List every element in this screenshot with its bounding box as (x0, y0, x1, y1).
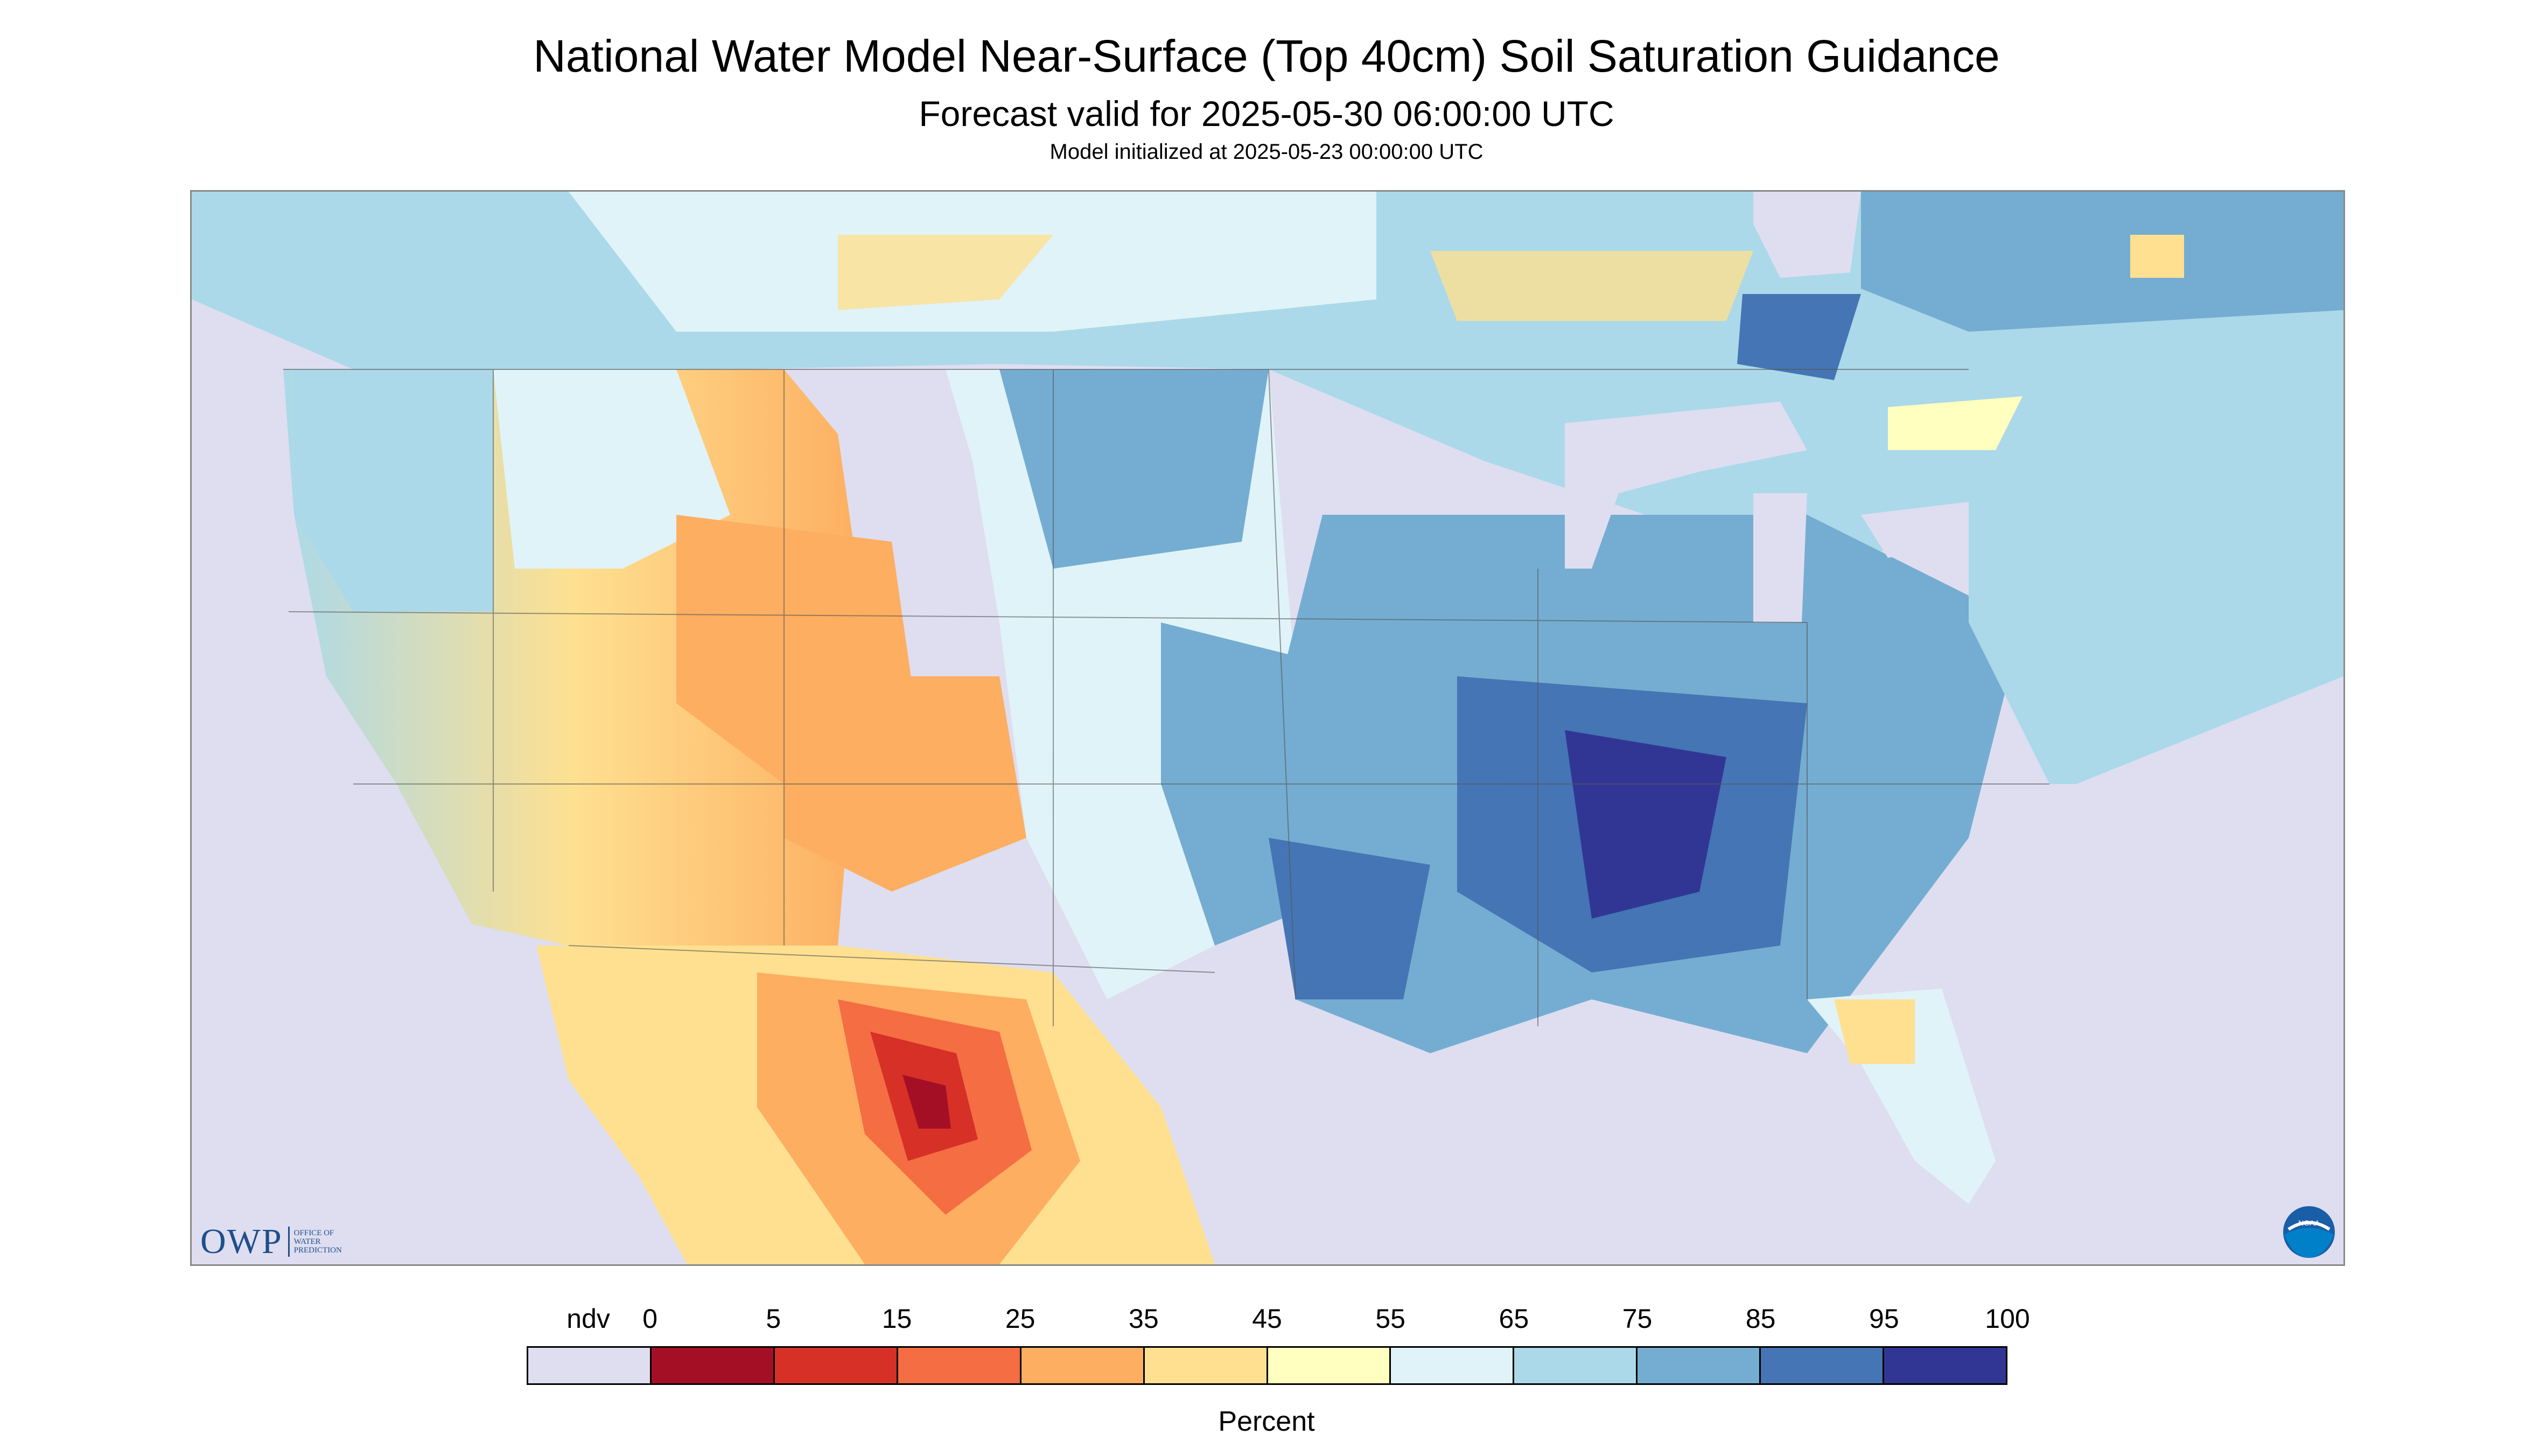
legend-swatch (1268, 1348, 1391, 1383)
legend-swatch (1884, 1348, 2006, 1383)
legend-swatch (898, 1348, 1021, 1383)
forecast-valid-time: Forecast valid for 2025-05-30 06:00:00 U… (919, 94, 1614, 134)
legend-swatch (528, 1348, 652, 1383)
legend-tick-label: 55 (1375, 1304, 1405, 1334)
legend-tick-label: 35 (1129, 1304, 1159, 1334)
legend-swatch (1144, 1348, 1268, 1383)
legend-swatch (1638, 1348, 1761, 1383)
hudson-bay (1753, 192, 1861, 278)
legend-tick-label: 95 (1869, 1304, 1899, 1334)
legend-colorbar (527, 1346, 2007, 1385)
legend-tick-label: 5 (766, 1304, 781, 1334)
svg-text:NOAA: NOAA (2298, 1219, 2320, 1227)
map-title: National Water Model Near-Surface (Top 4… (533, 31, 2000, 81)
owp-logo: OWP OFFICE OF WATER PREDICTION (200, 1222, 342, 1261)
noaa-logo: NOAA (2282, 1205, 2336, 1262)
soil-saturation-map (190, 190, 2345, 1266)
legend-swatch (1021, 1348, 1145, 1383)
legend-tick-label: 0 (642, 1304, 658, 1334)
legend-tick-label: 15 (881, 1304, 912, 1334)
legend-tick-label: ndv (566, 1304, 610, 1334)
gulf-of-mexico (1296, 1053, 1969, 1264)
model-init-time: Model initialized at 2025-05-23 00:00:00… (1049, 140, 1484, 164)
legend-swatch (651, 1348, 775, 1383)
nodata-left (192, 569, 472, 1264)
legend-tick-label: 100 (1985, 1304, 2030, 1334)
legend-tick-label: 25 (1005, 1304, 1035, 1334)
legend-tick-label: 45 (1252, 1304, 1282, 1334)
great-lakes (1565, 402, 1807, 569)
baja-peninsula (542, 956, 730, 1264)
northeast-region (1969, 472, 2343, 784)
pacific-ocean (192, 299, 703, 1264)
atlantic-ocean (1996, 676, 2343, 1264)
legend-tick-label: 65 (1499, 1304, 1529, 1334)
legend-units: Percent (1218, 1406, 1315, 1437)
legend-tick-label: 85 (1745, 1304, 1776, 1334)
legend-swatch (1761, 1348, 1885, 1383)
legend-swatch (774, 1348, 898, 1383)
legend-swatch (1514, 1348, 1638, 1383)
legend-tick-label: 75 (1622, 1304, 1653, 1334)
state-borders (283, 369, 2049, 1026)
legend-swatch (1391, 1348, 1515, 1383)
